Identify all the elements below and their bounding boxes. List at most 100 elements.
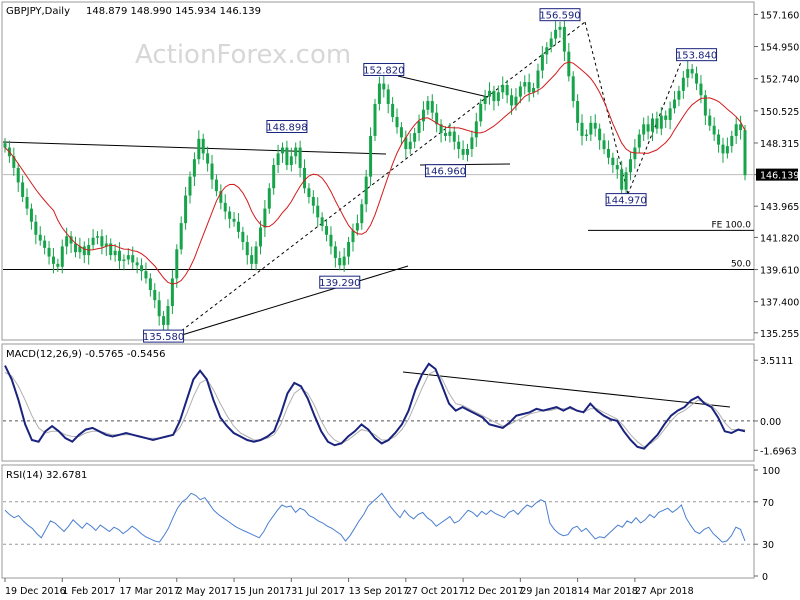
candle-body xyxy=(421,109,425,122)
candle-body xyxy=(439,124,443,134)
candle-body xyxy=(510,95,514,106)
price-label-box xyxy=(424,164,466,178)
candle-body xyxy=(157,300,161,317)
rsi-panel-frame xyxy=(1,464,755,579)
macd-line xyxy=(4,362,746,450)
candle-body xyxy=(303,167,307,189)
candle-body xyxy=(360,204,364,224)
rsi-axis-label: 30 xyxy=(762,540,774,551)
candle-body xyxy=(206,153,210,164)
candle-body xyxy=(443,133,447,136)
candle-body xyxy=(404,137,408,150)
candle-body xyxy=(351,230,355,243)
watermark: ActionForex.com xyxy=(135,40,351,70)
candle-body xyxy=(580,122,584,136)
candle-body xyxy=(483,96,487,104)
candle-body xyxy=(109,243,113,256)
trendlines xyxy=(2,21,731,408)
x-axis-label: 1 Feb 2017 xyxy=(62,586,115,597)
candle-body xyxy=(655,118,659,129)
candle-body xyxy=(382,83,386,90)
price-axis-label: 152.740 xyxy=(760,75,799,86)
macd-title: MACD(12,26,9) -0.5765 -0.5456 xyxy=(6,349,166,360)
trend-dashed-rise xyxy=(171,21,586,339)
candle-body xyxy=(232,218,236,222)
price-label-box xyxy=(143,329,185,343)
candle-body xyxy=(60,246,64,267)
candle-body xyxy=(166,306,170,325)
candle-body xyxy=(144,271,148,279)
candle-body xyxy=(598,128,602,141)
price-axis-label: 154.950 xyxy=(760,43,799,54)
candle-body xyxy=(659,115,663,129)
candle-body xyxy=(681,77,685,91)
x-axis-label: 27 Apr 2018 xyxy=(635,586,694,597)
candle-body xyxy=(289,156,293,166)
candle-body xyxy=(408,141,412,150)
candle-body xyxy=(188,176,192,196)
candle-body xyxy=(201,138,205,154)
candle-body xyxy=(430,101,434,113)
candle-body xyxy=(571,76,575,102)
rsi-axis-label: 0 xyxy=(762,572,768,583)
candle-body xyxy=(78,246,82,253)
candle-body xyxy=(175,249,179,279)
candle-body xyxy=(184,195,188,224)
candle-body xyxy=(3,143,7,148)
candle-body xyxy=(395,117,399,128)
rsi-title: RSI(14) 32.6781 xyxy=(6,470,87,481)
candle-body xyxy=(554,29,558,39)
x-axis-label: 14 Mar 2018 xyxy=(578,586,638,597)
candle-body xyxy=(470,137,474,150)
price-axis-label: 157.160 xyxy=(760,10,799,21)
candle-body xyxy=(576,101,580,123)
candle-body xyxy=(686,69,690,78)
candle-body xyxy=(386,89,390,104)
candle-body xyxy=(47,247,51,257)
price-axis-label: 148.315 xyxy=(760,139,799,150)
price-label-box xyxy=(605,193,647,207)
candle-body xyxy=(690,69,694,74)
candle-body xyxy=(505,85,509,96)
candle-body xyxy=(496,92,500,102)
candle-body xyxy=(100,236,104,247)
x-axis-label: 2 May 2017 xyxy=(177,586,233,597)
candle-body xyxy=(12,156,16,168)
x-axis-label: 17 Mar 2017 xyxy=(120,586,180,597)
candle-body xyxy=(307,188,311,197)
x-axis-label: 29 Jan 2018 xyxy=(520,586,577,597)
annotation-label: 50.0 xyxy=(731,260,751,270)
candle-body xyxy=(466,149,469,155)
candle-body xyxy=(435,112,439,125)
price-header-symbol: GBPJPY,Daily xyxy=(6,6,70,17)
candle-body xyxy=(712,125,716,135)
candle-body xyxy=(338,258,342,266)
candle-body xyxy=(567,51,571,77)
price-label: 153.840 xyxy=(676,51,717,62)
candle-body xyxy=(21,182,25,197)
price-label-box xyxy=(676,48,718,62)
candle-body xyxy=(148,278,152,291)
candle-body xyxy=(474,121,478,138)
candle-body xyxy=(536,70,540,88)
candle-body xyxy=(642,124,646,135)
price-axis-label: 150.525 xyxy=(760,107,799,118)
candle-body xyxy=(38,234,42,241)
candle-body xyxy=(333,246,337,259)
candle-body xyxy=(417,121,421,134)
candle-body xyxy=(316,205,320,218)
candle-body xyxy=(223,202,227,212)
price-label-box xyxy=(539,8,581,22)
rsi-layer xyxy=(3,492,754,545)
candle-body xyxy=(668,108,672,120)
candle-body xyxy=(69,236,73,244)
price-panel-frame xyxy=(1,1,755,341)
candle-body xyxy=(532,87,536,93)
macd-axis-label: -1.6963 xyxy=(760,446,797,457)
macd-axis-label: 0.00 xyxy=(760,417,781,428)
candle-body xyxy=(162,316,166,325)
candle-body xyxy=(16,167,20,183)
candle-body xyxy=(730,135,734,147)
macd-layer xyxy=(3,362,754,450)
